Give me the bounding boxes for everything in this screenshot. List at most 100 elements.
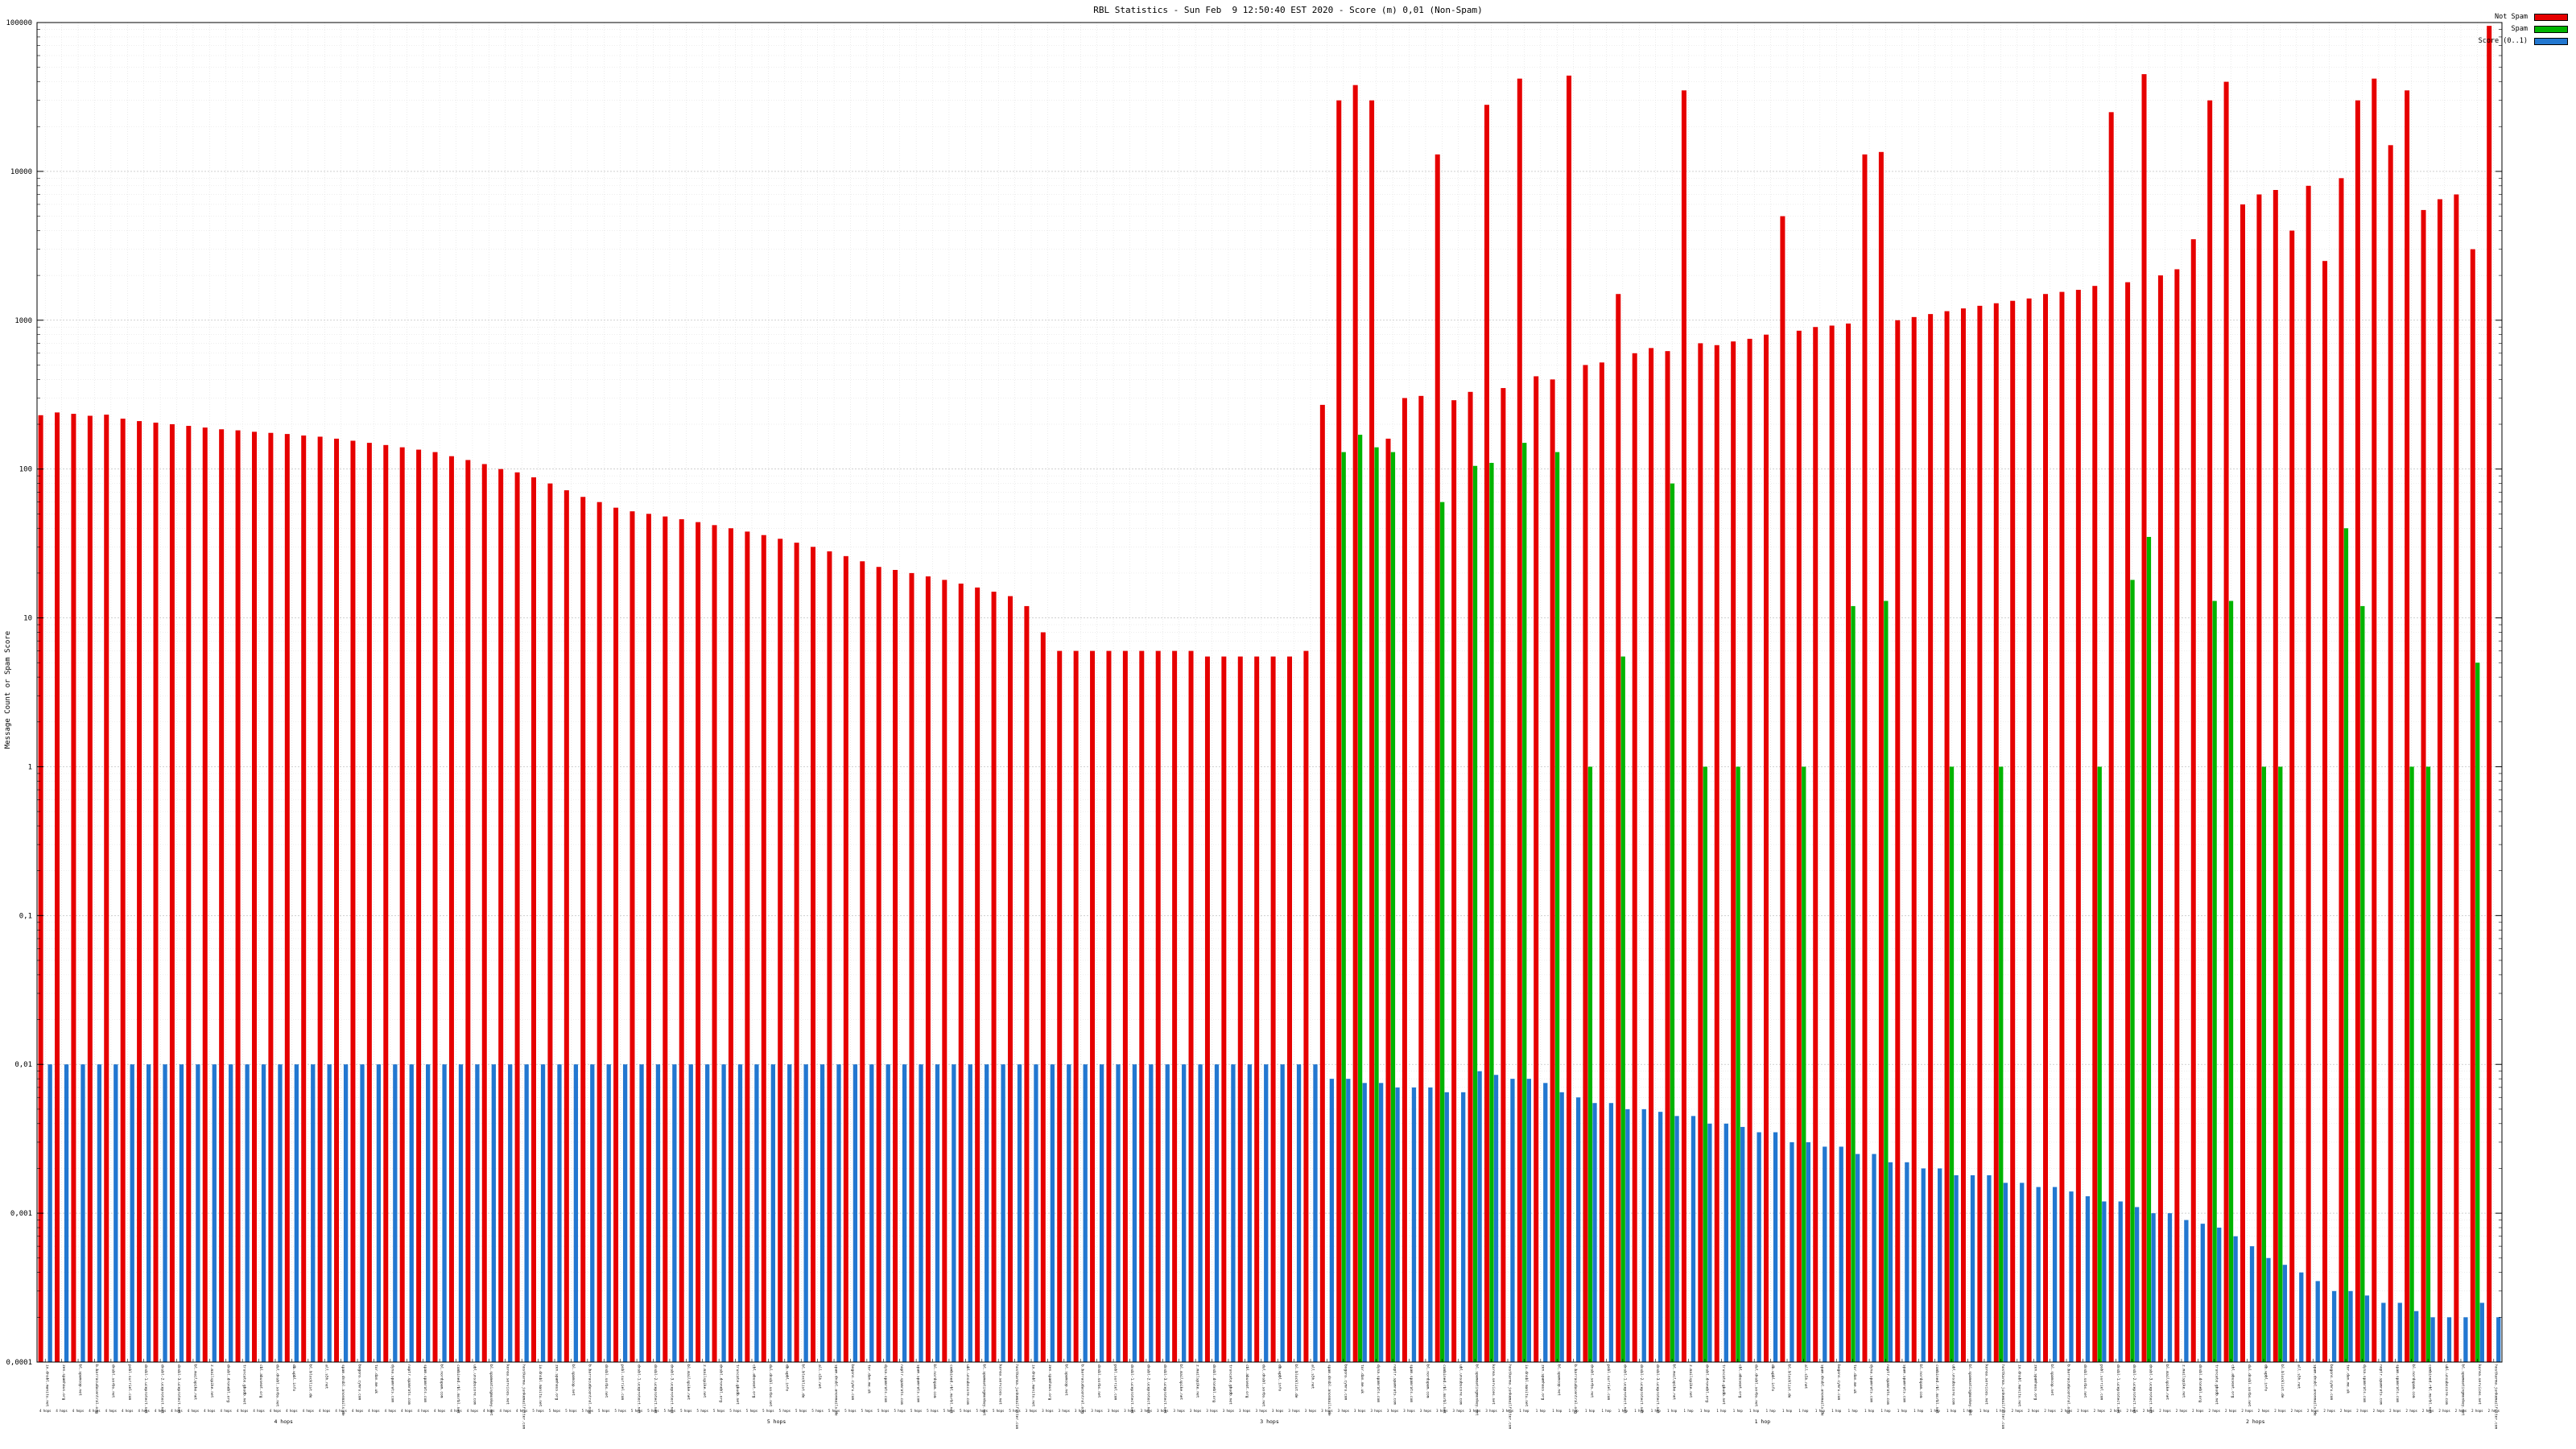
y-tick-label: 0,001 bbox=[10, 1210, 32, 1218]
bar-not-spam bbox=[219, 429, 225, 1363]
x-tick-label: ix.dnsbl.manitu.net bbox=[1031, 1364, 1036, 1407]
bar-spam bbox=[1357, 435, 1363, 1362]
bar-not-spam bbox=[1665, 351, 1670, 1363]
x-tick-label: noptr.spamrats.com bbox=[2378, 1364, 2383, 1405]
bar-score bbox=[47, 1064, 52, 1362]
bar-score bbox=[919, 1064, 923, 1362]
bar-not-spam bbox=[1911, 316, 1917, 1362]
x-tick-label: dnsbl-1.uceprotect.net bbox=[143, 1364, 148, 1414]
bar-spam bbox=[2212, 601, 2217, 1362]
bar-not-spam bbox=[399, 447, 405, 1363]
bar-not-spam bbox=[366, 443, 372, 1362]
legend-swatch-score-icon bbox=[2534, 37, 2568, 45]
bar-not-spam bbox=[761, 535, 766, 1362]
x-hops-label: 4 hops bbox=[253, 1409, 265, 1413]
bar-not-spam bbox=[1534, 376, 1539, 1362]
bar-not-spam bbox=[1993, 303, 1999, 1362]
x-tick-label: dnsbl.dronebl.org bbox=[2198, 1364, 2202, 1402]
x-tick-label: bogons.cymru.com bbox=[850, 1364, 855, 1400]
x-hops-label: 4 hops bbox=[56, 1409, 68, 1413]
bar-not-spam bbox=[1221, 656, 1227, 1362]
bar-score bbox=[426, 1064, 431, 1362]
x-caption: 3 hops bbox=[1260, 1418, 1279, 1425]
bar-score bbox=[1608, 1103, 1614, 1362]
x-tick-label: psbl.surriel.com bbox=[1606, 1364, 1611, 1400]
x-hops-label: 4 hops bbox=[138, 1409, 150, 1413]
bar-not-spam bbox=[547, 483, 553, 1362]
x-tick-label: dnsbl.dronebl.org bbox=[1212, 1364, 1216, 1402]
y-tick-label: 10 bbox=[23, 615, 32, 623]
x-tick-label: dnsbl.dronebl.org bbox=[1704, 1364, 1709, 1402]
x-tick-label: bl.spamcop.net bbox=[571, 1364, 576, 1396]
x-hops-label: 3 hops bbox=[1305, 1409, 1317, 1413]
x-tick-label: psbl.surriel.com bbox=[2099, 1364, 2103, 1400]
bar-score bbox=[343, 1064, 349, 1362]
bar-not-spam bbox=[2355, 100, 2360, 1363]
x-hops-label: 4 hops bbox=[434, 1409, 446, 1413]
bar-score bbox=[787, 1064, 792, 1362]
x-hops-label: 4 hops bbox=[500, 1409, 512, 1413]
bar-not-spam bbox=[630, 511, 635, 1362]
bar-not-spam bbox=[1303, 650, 1309, 1362]
bar-not-spam bbox=[1977, 305, 1983, 1362]
bar-not-spam bbox=[728, 528, 733, 1362]
x-tick-label: dnsbl.sorbs.net bbox=[604, 1364, 609, 1398]
bar-not-spam bbox=[1270, 656, 1276, 1362]
bar-not-spam bbox=[1796, 330, 1802, 1363]
bar-score bbox=[1690, 1116, 1696, 1362]
x-hops-label: 3 hops bbox=[1485, 1409, 1497, 1413]
x-hops-label: 2 hops bbox=[2406, 1409, 2418, 1413]
bar-score bbox=[458, 1064, 464, 1362]
x-tick-label: dnsbl.sorbs.net bbox=[110, 1364, 115, 1398]
bar-score bbox=[1872, 1154, 1876, 1362]
bar-spam bbox=[2475, 663, 2480, 1362]
bar-score bbox=[688, 1064, 693, 1362]
bar-score bbox=[97, 1064, 102, 1362]
x-hops-label: 3 hops bbox=[1436, 1409, 1448, 1413]
x-hops-label: 3 hops bbox=[1059, 1409, 1071, 1413]
bar-not-spam bbox=[1418, 395, 1424, 1362]
bar-score bbox=[1674, 1116, 1679, 1362]
x-hops-label: 4 hops bbox=[368, 1409, 380, 1413]
bar-not-spam bbox=[153, 423, 159, 1362]
x-hops-label: 1 hop bbox=[1946, 1409, 1957, 1413]
x-hops-label: 4 hops bbox=[286, 1409, 298, 1413]
bar-not-spam bbox=[38, 415, 43, 1362]
bar-score bbox=[360, 1064, 365, 1362]
bar-not-spam bbox=[1862, 154, 1868, 1362]
bar-score bbox=[2463, 1317, 2468, 1362]
x-hops-label: 1 hop bbox=[1897, 1409, 1908, 1413]
bar-score bbox=[737, 1064, 743, 1362]
x-hops-label: 5 hops bbox=[746, 1409, 758, 1413]
x-hops-label: 2 hops bbox=[2241, 1409, 2253, 1413]
bar-score bbox=[2003, 1183, 2008, 1362]
x-tick-label: noptr.spamrats.com bbox=[899, 1364, 904, 1405]
x-hops-label: 2 hops bbox=[2143, 1409, 2155, 1413]
bar-not-spam bbox=[564, 490, 569, 1362]
bar-score bbox=[557, 1064, 562, 1362]
bar-score bbox=[1987, 1174, 1992, 1362]
x-hops-label: 5 hops bbox=[762, 1409, 774, 1413]
bar-score bbox=[1707, 1123, 1712, 1362]
x-tick-label: zen.spamhaus.org bbox=[2033, 1364, 2038, 1400]
bar-not-spam bbox=[1057, 650, 1063, 1362]
x-tick-label: db.wpbl.info bbox=[2264, 1364, 2268, 1391]
x-hops-label: 4 hops bbox=[450, 1409, 462, 1413]
x-tick-label: hostkarma.junkemailfilter.com bbox=[2000, 1364, 2005, 1429]
x-tick-label: dnsbl-3.uceprotect.net bbox=[2149, 1364, 2153, 1414]
x-tick-label: ubl.unsubscore.com bbox=[472, 1364, 477, 1405]
bar-score bbox=[2085, 1196, 2091, 1362]
bar-not-spam bbox=[2372, 78, 2377, 1363]
x-hops-label: 3 hops bbox=[1403, 1409, 1415, 1413]
x-tick-label: zen.spamhaus.org bbox=[1047, 1364, 1052, 1400]
bar-not-spam bbox=[2322, 261, 2328, 1362]
x-tick-label: zen.spamhaus.org bbox=[61, 1364, 66, 1400]
x-tick-label: ix.dnsbl.manitu.net bbox=[45, 1364, 50, 1407]
x-hops-label: 3 hops bbox=[1157, 1409, 1169, 1413]
x-tick-label: noptr.spamrats.com bbox=[407, 1364, 411, 1405]
bar-score bbox=[935, 1064, 940, 1362]
bar-not-spam bbox=[1451, 400, 1457, 1362]
x-hops-label: 2 hops bbox=[2126, 1409, 2138, 1413]
bar-score bbox=[1757, 1132, 1761, 1362]
